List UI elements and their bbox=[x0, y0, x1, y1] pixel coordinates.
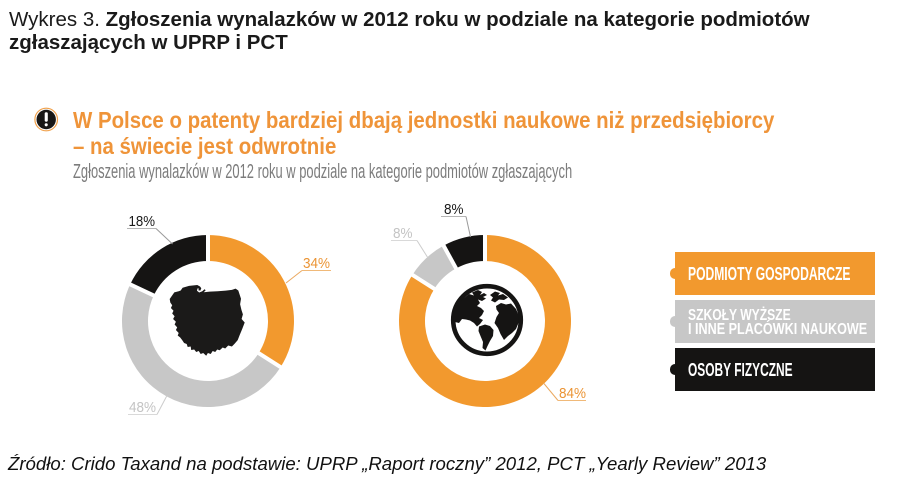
svg-text:8%: 8% bbox=[444, 201, 464, 218]
svg-text:48%: 48% bbox=[129, 399, 156, 416]
svg-text:84%: 84% bbox=[559, 385, 586, 402]
svg-text:34%: 34% bbox=[303, 255, 330, 272]
svg-text:8%: 8% bbox=[393, 225, 413, 242]
svg-text:18%: 18% bbox=[129, 213, 156, 230]
